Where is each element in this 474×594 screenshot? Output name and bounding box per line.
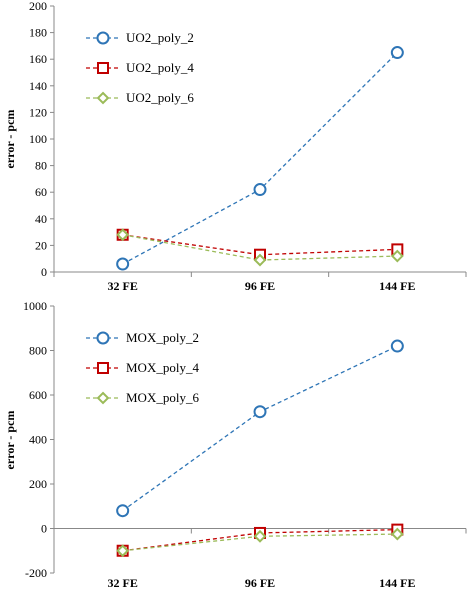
- y-tick-label: 160: [29, 52, 47, 66]
- legend-marker: [97, 362, 109, 374]
- x-tick-label: 32 FE: [107, 576, 137, 590]
- y-tick-label: 140: [29, 79, 47, 93]
- data-point-uo2-poly-2: [253, 183, 267, 197]
- x-tick-label: 144 FE: [379, 576, 415, 590]
- data-point-uo2-poly-2: [116, 257, 130, 271]
- y-tick-label: 120: [29, 105, 47, 119]
- legend-entry: MOX_poly_4: [126, 360, 199, 375]
- y-axis-label: error - pcm: [3, 110, 17, 169]
- legend-marker: [97, 62, 109, 74]
- data-point-mox-poly-2: [253, 405, 267, 419]
- top-chart: 0 20 40 60 80 100 120 140 160 180 200 32 FE 96 FE 144…: [3, 0, 467, 293]
- legend-marker: [96, 91, 110, 105]
- legend: UO2_poly_2 UO2_poly_4 UO2_poly_6: [86, 30, 194, 105]
- data-point-mox-poly-6: [390, 527, 404, 541]
- data-point-mox-poly-6: [253, 529, 267, 543]
- data-point-uo2-poly-6: [253, 253, 267, 267]
- data-point-uo2-poly-6: [116, 228, 130, 242]
- y-tick-label: 100: [29, 132, 47, 146]
- legend-marker: [96, 391, 110, 405]
- x-tick-label: 144 FE: [379, 279, 415, 293]
- data-point-mox-poly-2: [390, 339, 404, 353]
- series-line-uo2-poly-2: [122, 52, 398, 265]
- legend-entry: UO2_poly_4: [126, 60, 194, 75]
- legend-marker: [96, 31, 110, 45]
- data-point-mox-poly-6: [116, 544, 130, 558]
- y-tick-label: 400: [29, 433, 47, 447]
- data-point-uo2-poly-2: [390, 46, 404, 60]
- y-tick-label: 60: [35, 185, 47, 199]
- x-tick-label: 96 FE: [245, 279, 275, 293]
- series-line-uo2-poly-6: [122, 234, 398, 261]
- legend-entry: MOX_poly_6: [126, 390, 199, 405]
- data-point-uo2-poly-6: [390, 249, 404, 263]
- legend: MOX_poly_2 MOX_poly_4 MOX_poly_6: [86, 330, 199, 405]
- y-tick-label: 40: [35, 212, 47, 226]
- y-tick-label: -200: [25, 566, 47, 580]
- y-tick-label: 1000: [23, 299, 47, 313]
- y-tick-label: 200: [29, 477, 47, 491]
- y-tick-label: 20: [35, 238, 47, 252]
- legend-entry: UO2_poly_6: [126, 90, 194, 105]
- y-tick-label: 180: [29, 26, 47, 40]
- x-tick-label: 32 FE: [107, 279, 137, 293]
- y-tick-label: 0: [41, 265, 47, 279]
- data-point-mox-poly-2: [116, 504, 130, 518]
- legend-entry: MOX_poly_2: [126, 330, 199, 345]
- y-axis-label: error - pcm: [3, 411, 17, 470]
- y-tick-label: 800: [29, 344, 47, 358]
- bottom-chart: -200 0 200 400 600 800 1000 32 FE 96 FE 144 FE err…: [3, 299, 467, 590]
- y-tick-label: 80: [35, 159, 47, 173]
- y-tick-label: 0: [41, 522, 47, 536]
- x-tick-label: 96 FE: [245, 576, 275, 590]
- legend-marker: [96, 331, 110, 345]
- legend-entry: UO2_poly_2: [126, 30, 194, 45]
- y-tick-label: 200: [29, 0, 47, 13]
- y-tick-label: 600: [29, 388, 47, 402]
